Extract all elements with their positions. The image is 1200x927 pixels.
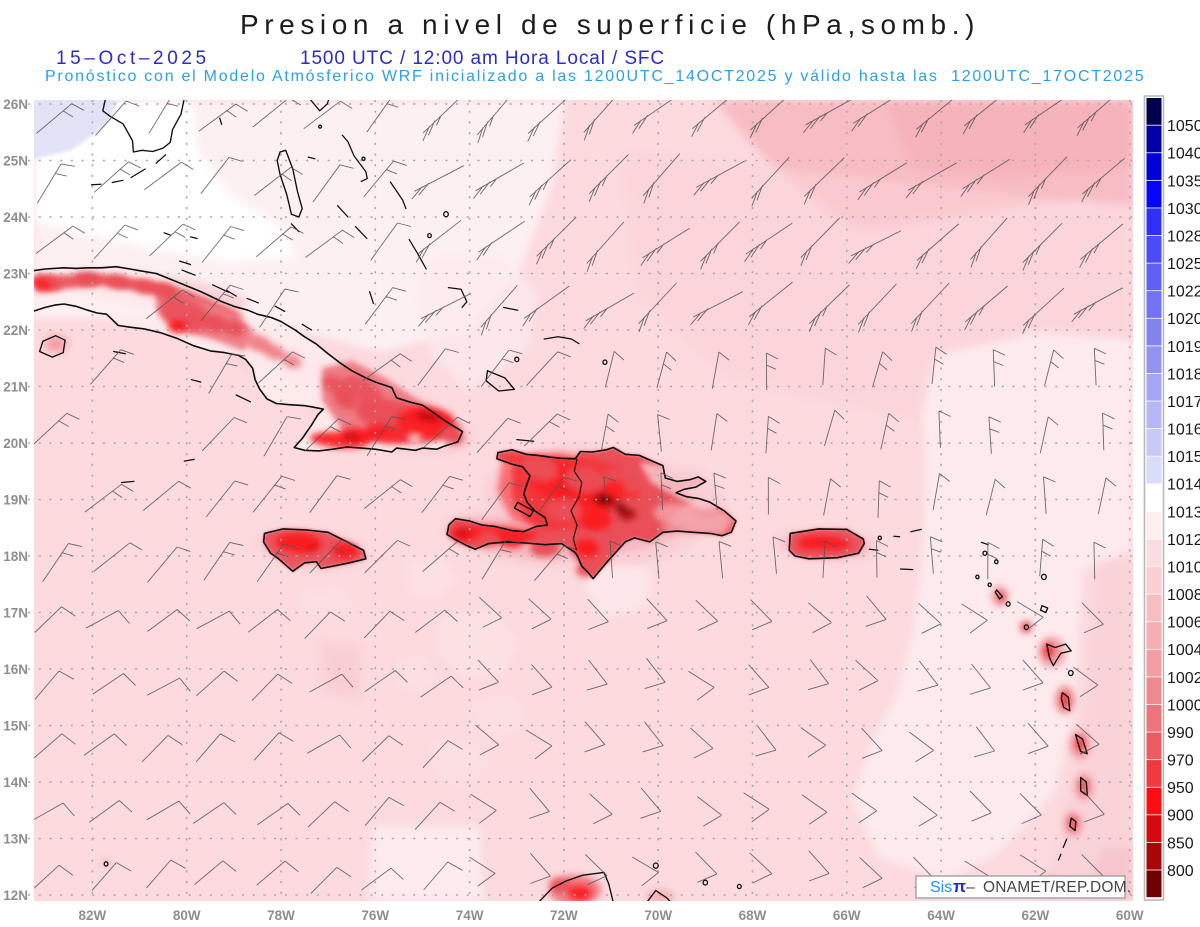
svg-text:70W: 70W bbox=[644, 908, 672, 923]
svg-text:1018: 1018 bbox=[1167, 366, 1200, 383]
svg-text:1015: 1015 bbox=[1167, 449, 1200, 466]
svg-text:1006: 1006 bbox=[1167, 615, 1200, 632]
svg-text:16N: 16N bbox=[3, 662, 28, 677]
svg-text:800: 800 bbox=[1167, 863, 1194, 880]
svg-text:1010: 1010 bbox=[1167, 560, 1200, 577]
svg-text:π: π bbox=[953, 877, 966, 896]
svg-text:1040: 1040 bbox=[1167, 146, 1200, 163]
svg-text:1030: 1030 bbox=[1167, 201, 1200, 218]
svg-text:1014: 1014 bbox=[1167, 477, 1200, 494]
svg-text:64W: 64W bbox=[927, 908, 955, 923]
svg-text:82W: 82W bbox=[79, 908, 107, 923]
svg-text:990: 990 bbox=[1167, 725, 1194, 742]
svg-text:Pronóstico con el Modelo Atmós: Pronóstico con el Modelo Atmósferico WRF… bbox=[45, 68, 1145, 85]
svg-text:1008: 1008 bbox=[1167, 587, 1200, 604]
svg-text:Presion a nivel de superficie: Presion a nivel de superficie (hPa,somb.… bbox=[240, 9, 980, 40]
svg-text:78W: 78W bbox=[267, 908, 295, 923]
svg-text:62W: 62W bbox=[1022, 908, 1050, 923]
svg-text:15N: 15N bbox=[3, 718, 28, 733]
svg-text:1013: 1013 bbox=[1167, 504, 1200, 521]
svg-text:1028: 1028 bbox=[1167, 228, 1200, 245]
svg-text:12N: 12N bbox=[3, 888, 28, 903]
svg-text:950: 950 bbox=[1167, 780, 1194, 797]
svg-text:–: – bbox=[966, 879, 975, 896]
svg-text:1002: 1002 bbox=[1167, 670, 1200, 687]
svg-text:1004: 1004 bbox=[1167, 642, 1200, 659]
svg-text:76W: 76W bbox=[361, 908, 389, 923]
svg-text:850: 850 bbox=[1167, 835, 1194, 852]
svg-text:80W: 80W bbox=[173, 908, 201, 923]
svg-text:19N: 19N bbox=[3, 492, 28, 507]
svg-text:20N: 20N bbox=[3, 436, 28, 451]
svg-text:Sis: Sis bbox=[930, 879, 952, 896]
svg-text:1020: 1020 bbox=[1167, 311, 1200, 328]
svg-text:25N: 25N bbox=[3, 153, 28, 168]
svg-text:17N: 17N bbox=[3, 605, 28, 620]
svg-text:1019: 1019 bbox=[1167, 339, 1200, 356]
svg-text:74W: 74W bbox=[456, 908, 484, 923]
svg-text:18N: 18N bbox=[3, 549, 28, 564]
svg-text:ONAMET/REP.DOM.: ONAMET/REP.DOM. bbox=[983, 879, 1131, 896]
svg-text:1000: 1000 bbox=[1167, 697, 1200, 714]
svg-text:1022: 1022 bbox=[1167, 284, 1200, 301]
svg-text:15–Oct–2025: 15–Oct–2025 bbox=[56, 48, 210, 69]
svg-text:26N: 26N bbox=[3, 97, 28, 112]
svg-text:970: 970 bbox=[1167, 753, 1194, 770]
svg-text:14N: 14N bbox=[3, 775, 28, 790]
svg-text:22N: 22N bbox=[3, 323, 28, 338]
svg-text:1017: 1017 bbox=[1167, 394, 1200, 411]
svg-text:66W: 66W bbox=[833, 908, 861, 923]
svg-text:1012: 1012 bbox=[1167, 532, 1200, 549]
svg-text:68W: 68W bbox=[739, 908, 767, 923]
svg-text:1500 UTC / 12:00 am Hora Local: 1500 UTC / 12:00 am Hora Local / SFC bbox=[300, 48, 665, 69]
svg-text:24N: 24N bbox=[3, 210, 28, 225]
svg-text:1050: 1050 bbox=[1167, 118, 1200, 135]
svg-text:1025: 1025 bbox=[1167, 256, 1200, 273]
svg-text:21N: 21N bbox=[3, 379, 28, 394]
svg-text:13N: 13N bbox=[3, 831, 28, 846]
svg-text:72W: 72W bbox=[550, 908, 578, 923]
svg-text:900: 900 bbox=[1167, 808, 1194, 825]
svg-text:23N: 23N bbox=[3, 266, 28, 281]
svg-text:1035: 1035 bbox=[1167, 173, 1200, 190]
svg-text:60W: 60W bbox=[1116, 908, 1144, 923]
svg-text:1016: 1016 bbox=[1167, 422, 1200, 439]
